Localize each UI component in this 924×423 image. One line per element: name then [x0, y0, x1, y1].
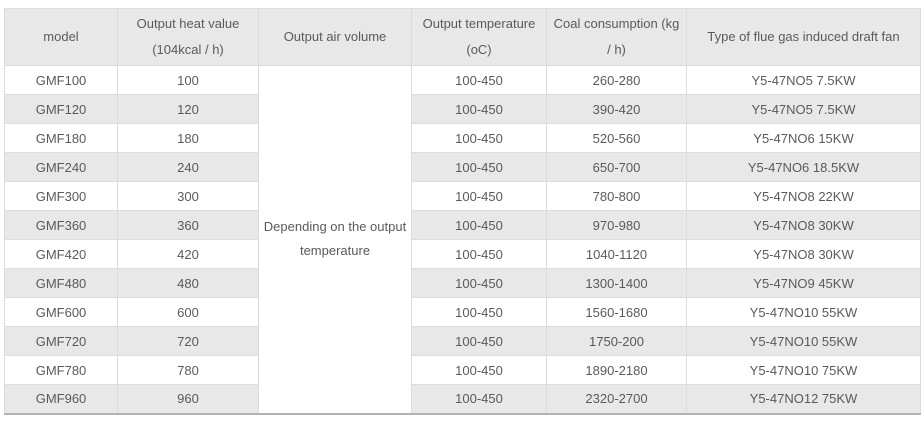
- cell-model: GMF420: [4, 239, 118, 269]
- col-header-coal: Coal consumption (kg / h): [546, 8, 687, 66]
- cell-model: GMF240: [4, 152, 118, 182]
- cell-heat: 300: [117, 181, 259, 211]
- cell-temp: 100-450: [411, 384, 547, 415]
- cell-temp: 100-450: [411, 268, 547, 298]
- cell-model: GMF100: [4, 65, 118, 95]
- cell-heat: 180: [117, 123, 259, 153]
- spec-table: model Output heat value (104kcal / h) Outpu…: [4, 8, 921, 415]
- cell-fan: Y5-47NO10 55KW: [686, 297, 921, 327]
- cell-fan: Y5-47NO8 30KW: [686, 210, 921, 240]
- cell-temp: 100-450: [411, 210, 547, 240]
- cell-heat: 480: [117, 268, 259, 298]
- cell-coal: 1750-200: [546, 326, 687, 356]
- cell-model: GMF120: [4, 94, 118, 124]
- cell-fan: Y5-47NO10 75KW: [686, 355, 921, 385]
- cell-model: GMF300: [4, 181, 118, 211]
- table-row: GMF360 360 100-450 970-980 Y5-47NO8 30KW: [4, 210, 921, 240]
- cell-model: GMF600: [4, 297, 118, 327]
- table-row: GMF720 720 100-450 1750-200 Y5-47NO10 55KW: [4, 326, 921, 356]
- cell-coal: 970-980: [546, 210, 687, 240]
- cell-heat: 420: [117, 239, 259, 269]
- cell-temp: 100-450: [411, 297, 547, 327]
- cell-model: GMF720: [4, 326, 118, 356]
- cell-coal: 780-800: [546, 181, 687, 211]
- header-label: Output air volume: [283, 29, 387, 44]
- cell-fan: Y5-47NO8 22KW: [686, 181, 921, 211]
- col-header-model: model: [4, 8, 118, 66]
- cell-coal: 1890-2180: [546, 355, 687, 385]
- cell-heat: 120: [117, 94, 259, 124]
- col-header-heat: Output heat value (104kcal / h): [117, 8, 259, 66]
- table-row: GMF100 100 Depending on the output temperat…: [4, 65, 921, 415]
- cell-temp: 100-450: [411, 355, 547, 385]
- cell-coal: 260-280: [546, 65, 687, 95]
- table-row: GMF180 180 100-450 520-560 Y5-47NO6 15KW: [4, 123, 921, 153]
- cell-heat: 720: [117, 326, 259, 356]
- header-label: Coal consumption (kg: [553, 16, 680, 31]
- cell-coal: 1560-1680: [546, 297, 687, 327]
- header-label: (104kcal / h): [152, 42, 224, 57]
- cell-fan: Y5-47NO12 75KW: [686, 384, 921, 415]
- merged-air-volume-cell: Depending on the output temperature: [258, 65, 412, 415]
- cell-coal: 1300-1400: [546, 268, 687, 298]
- cell-model: GMF180: [4, 123, 118, 153]
- header-label: / h): [607, 42, 626, 57]
- cell-fan: Y5-47NO6 18.5KW: [686, 152, 921, 182]
- table-row: GMF480 480 100-450 1300-1400 Y5-47NO9 45KW: [4, 268, 921, 298]
- table-row: GMF420 420 100-450 1040-1120 Y5-47NO8 30KW: [4, 239, 921, 269]
- cell-heat: 780: [117, 355, 259, 385]
- cell-temp: 100-450: [411, 94, 547, 124]
- table-row: GMF120 120 100-450 390-420 Y5-47NO5 7.5KW: [4, 94, 921, 124]
- cell-temp: 100-450: [411, 326, 547, 356]
- cell-model: GMF780: [4, 355, 118, 385]
- merged-cell-line: Depending on the output: [263, 219, 407, 235]
- cell-fan: Y5-47NO10 55KW: [686, 326, 921, 356]
- cell-fan: Y5-47NO8 30KW: [686, 239, 921, 269]
- cell-model: GMF360: [4, 210, 118, 240]
- cell-model: GMF480: [4, 268, 118, 298]
- cell-fan: Y5-47NO5 7.5KW: [686, 65, 921, 95]
- cell-fan: Y5-47NO6 15KW: [686, 123, 921, 153]
- cell-coal: 520-560: [546, 123, 687, 153]
- cell-temp: 100-450: [411, 181, 547, 211]
- cell-temp: 100-450: [411, 152, 547, 182]
- merged-cell-line: temperature: [299, 243, 371, 259]
- cell-fan: Y5-47NO5 7.5KW: [686, 94, 921, 124]
- table-row: GMF600 600 100-450 1560-1680 Y5-47NO10 55KW: [4, 297, 921, 327]
- cell-model: GMF960: [4, 384, 118, 415]
- cell-heat: 360: [117, 210, 259, 240]
- cell-coal: 650-700: [546, 152, 687, 182]
- cell-heat: 960: [117, 384, 259, 415]
- cell-heat: 100: [117, 65, 259, 95]
- cell-heat: 240: [117, 152, 259, 182]
- table-row: GMF780 780 100-450 1890-2180 Y5-47NO10 75KW: [4, 355, 921, 385]
- cell-coal: 390-420: [546, 94, 687, 124]
- cell-coal: 1040-1120: [546, 239, 687, 269]
- cell-coal: 2320-2700: [546, 384, 687, 415]
- table-row: GMF960 960 100-450 2320-2700 Y5-47NO12 75KW: [4, 384, 921, 415]
- cell-temp: 100-450: [411, 65, 547, 95]
- table-head: model Output heat value (104kcal / h) Outpu…: [4, 8, 921, 66]
- col-header-fan: Type of flue gas induced draft fan: [686, 8, 921, 66]
- cell-heat: 600: [117, 297, 259, 327]
- header-label: (oC): [466, 42, 492, 57]
- table-row: GMF300 300 100-450 780-800 Y5-47NO8 22KW: [4, 181, 921, 211]
- table-body: GMF100 100 Depending on the output temperat…: [4, 65, 921, 415]
- header-label: Output temperature: [422, 16, 536, 31]
- cell-fan: Y5-47NO9 45KW: [686, 268, 921, 298]
- header-label: Output heat value: [136, 16, 240, 31]
- table-row: GMF240 240 100-450 650-700 Y5-47NO6 18.5KW: [4, 152, 921, 182]
- col-header-air: Output air volume: [258, 8, 412, 66]
- cell-temp: 100-450: [411, 123, 547, 153]
- header-row: model Output heat value (104kcal / h) Outpu…: [4, 8, 921, 66]
- cell-temp: 100-450: [411, 239, 547, 269]
- header-label: model: [43, 29, 79, 44]
- col-header-temp: Output temperature (oC): [411, 8, 547, 66]
- spec-table-container: model Output heat value (104kcal / h) Outpu…: [4, 8, 921, 415]
- header-label: Type of flue gas induced draft fan: [707, 29, 900, 44]
